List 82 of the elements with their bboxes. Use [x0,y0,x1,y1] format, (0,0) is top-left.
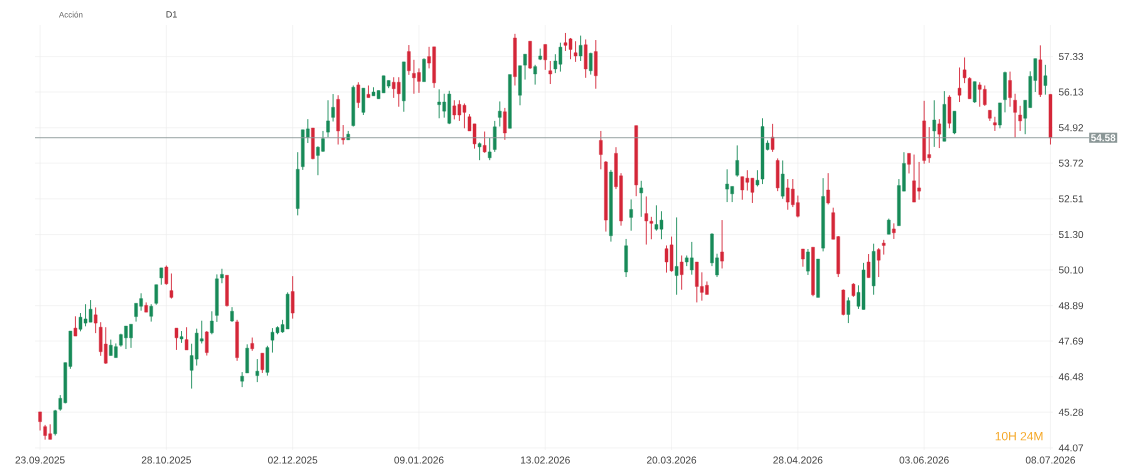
candlestick [493,120,497,153]
candlestick [174,327,179,351]
candlestick [548,60,553,85]
candlestick [629,198,633,232]
y-tick-label: 57.33 [1058,53,1084,61]
candlestick [255,358,260,383]
candlestick [341,124,345,145]
x-tick-label: 20.03.2026 [647,456,697,464]
y-tick-label: 51.30 [1058,231,1084,239]
candlestick [780,160,785,200]
y-tick-label: 47.69 [1058,337,1084,345]
candlestick [599,130,603,170]
candlestick [326,99,330,138]
y-tick-label: 52.51 [1058,195,1084,203]
y-tick-label: 54.92 [1058,124,1084,132]
candlestick [260,352,265,374]
candlestick [93,306,98,334]
candlestick [487,137,492,161]
candlestick [735,144,739,178]
y-tick-label: 48.89 [1058,302,1084,310]
candlestick [826,172,830,205]
candlestick [932,99,936,148]
y-tick-label: 45.28 [1058,408,1084,416]
candlestick [674,216,679,296]
ref-line-label: 54.58 [1091,134,1116,142]
candlestick [1013,93,1017,138]
candlestick [998,102,1002,129]
candlestick [407,44,411,76]
candlestick [73,315,78,337]
candlestick [543,44,547,71]
candlestick [210,310,214,335]
x-tick-label: 28.04.2026 [773,456,823,464]
x-tick-label: 09.01.2026 [394,456,444,464]
candlestick [806,248,810,276]
annotation: 10H 24M [995,431,1043,441]
candlestick [770,123,775,153]
candlestick [967,76,972,100]
candlestick [907,152,911,174]
x-tick-label: 13.02.2026 [521,456,570,464]
y-tick-label: 56.13 [1058,88,1084,96]
candlestick [205,330,209,356]
candlestick [290,275,295,320]
candlestick [846,296,851,324]
candlestick [482,131,487,154]
candlestick [866,253,871,279]
candlestick [169,273,174,300]
candlestick [720,219,724,269]
text: D1 [166,11,177,18]
candlestick [937,118,942,149]
candlestick [1043,64,1048,96]
y-tick-label: 46.48 [1058,373,1084,381]
candlestick [184,326,189,351]
y-tick-label: 53.72 [1058,159,1084,167]
chart-subtitle: Acción [58,11,83,18]
candlestick [639,180,643,218]
candlestick [356,81,361,109]
candlestick [1018,105,1022,132]
candlestick [533,64,537,86]
candlestick [993,116,997,132]
x-tick-label: 08.07.2026 [1025,456,1076,464]
x-tick-label: 02.12.2025 [268,456,318,464]
x-tick-label: 03.06.2026 [899,456,949,464]
candlestick [498,100,502,127]
candlestick [503,107,507,141]
candlestick [422,57,426,83]
candlestick [573,40,578,63]
candlestick [331,93,335,122]
candlestick [972,81,977,104]
candlestick [578,35,583,62]
x-tick-label: 28.10.2025 [141,456,191,464]
x-tick-label: 23.09.2025 [15,456,65,464]
candlestick [38,411,42,431]
candlestick [876,247,881,278]
candlestick [962,57,967,84]
candlestick [957,67,962,103]
candlestick [154,284,158,306]
y-tick-label: 50.10 [1058,266,1084,274]
candlestick [679,255,684,291]
y-tick-label: 44.07 [1058,444,1084,452]
candlestick [53,409,57,436]
candlestick [1008,71,1012,108]
candlestick [240,371,244,388]
